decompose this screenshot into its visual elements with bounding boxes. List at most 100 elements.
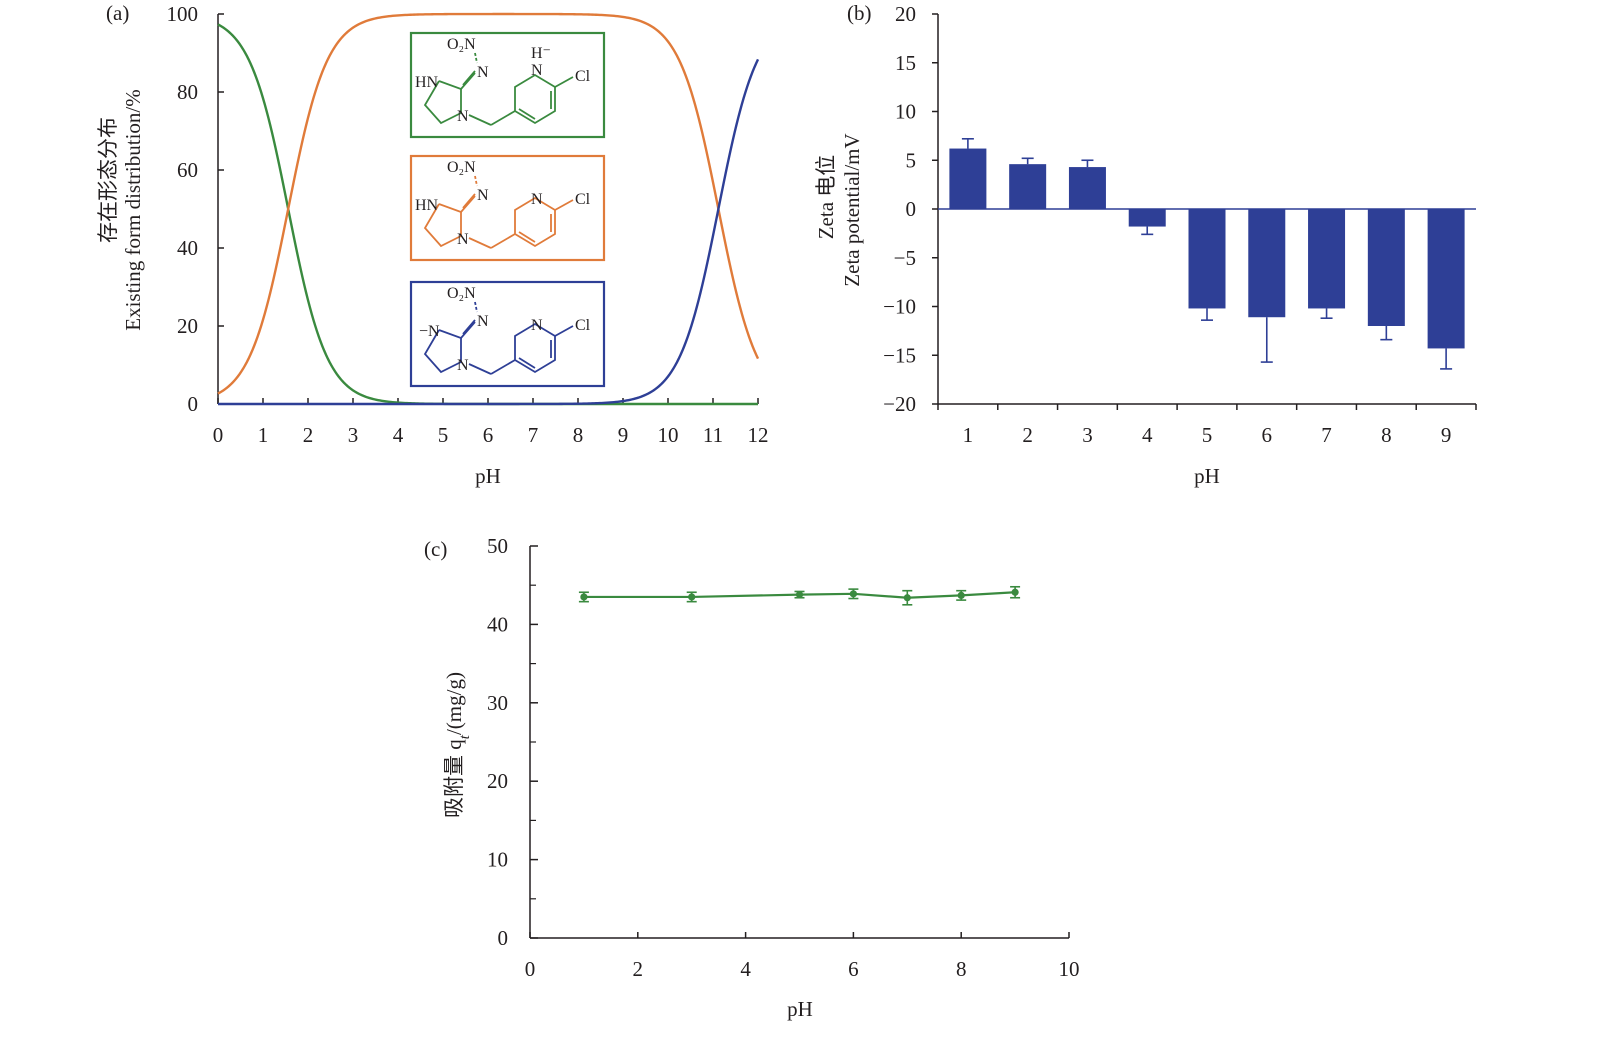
bar	[1188, 209, 1226, 309]
x-tick-label: 7	[1321, 423, 1332, 447]
x-tick-label: 8	[1381, 423, 1392, 447]
chem-label: O₂N	[447, 36, 476, 53]
panel-a: (a) pH 存在形态分布 Existing form distribution…	[96, 1, 769, 488]
bond	[462, 70, 476, 86]
x-tick-label: 0	[213, 423, 224, 447]
panel-c-ylabel-sub: t	[457, 734, 473, 739]
panel-a-ylabel-cn: 存在形态分布	[96, 117, 120, 243]
panel-c-ylabel-unit: /(mg/g)	[442, 672, 466, 735]
bond	[518, 357, 536, 369]
bar	[1128, 209, 1166, 227]
chem-label: N	[477, 313, 489, 330]
x-tick-label: 2	[1022, 423, 1033, 447]
panel-b: (b) pH Zeta 电位 Zeta potential/mV −20 −15 −…	[814, 1, 1477, 488]
bar	[1068, 167, 1106, 209]
x-tick-label: 2	[633, 957, 644, 981]
data-point	[795, 591, 804, 599]
bar	[1427, 209, 1465, 349]
imidazolidine-ring	[423, 80, 462, 125]
data-point	[688, 593, 696, 601]
x-tick-label: 8	[573, 423, 584, 447]
imidazolidine-ring	[423, 203, 462, 248]
bond	[554, 76, 574, 88]
structure-box	[409, 31, 606, 139]
bond	[490, 110, 516, 126]
series-line	[217, 12, 760, 395]
bond	[518, 231, 536, 243]
x-tick-label: 0	[525, 957, 536, 981]
y-tick-label: 20	[177, 314, 198, 338]
bar	[1367, 209, 1405, 326]
bond	[468, 237, 492, 249]
x-tick-label: 4	[740, 957, 751, 981]
y-tick-label: −20	[883, 392, 916, 416]
bond	[468, 114, 492, 126]
bond	[462, 193, 476, 209]
chem-label: Cl	[575, 317, 591, 334]
x-tick-label: 2	[303, 423, 314, 447]
x-tick-label: 12	[748, 423, 769, 447]
chem-label: −N	[419, 323, 440, 340]
y-tick-label: 30	[487, 691, 508, 715]
series-line	[218, 58, 760, 406]
bond	[554, 199, 574, 211]
chem-label: H⁻	[531, 45, 551, 62]
panel-c-series	[578, 585, 1021, 606]
structure-deprotonated: O₂N N −N N N Cl	[409, 280, 606, 388]
panel-b-bars	[949, 138, 1465, 370]
y-tick-label: 5	[906, 148, 917, 172]
y-tick-label: 40	[177, 236, 198, 260]
chem-label: HN	[415, 197, 439, 214]
y-tick-label: 10	[895, 100, 916, 124]
panel-b-ylabel-en: Zeta potential/mV	[840, 133, 864, 286]
panel-a-structures: O₂N N HN N N H⁻ Cl	[409, 31, 606, 388]
x-tick-label: 8	[956, 957, 967, 981]
panel-b-ylabel-cn: Zeta 电位	[814, 155, 838, 240]
x-tick-label: 5	[438, 423, 449, 447]
chem-label: N	[531, 191, 543, 208]
data-point	[957, 591, 965, 599]
panel-c-ylabel-main: 吸附量 q	[442, 739, 466, 818]
chem-label: N	[531, 317, 543, 334]
chem-label: N	[457, 108, 469, 125]
y-tick-label: 20	[895, 2, 916, 26]
bond	[554, 325, 574, 337]
x-tick-label: 6	[848, 957, 859, 981]
data-point	[849, 590, 858, 598]
x-tick-label: 11	[703, 423, 723, 447]
chem-label: N	[477, 187, 489, 204]
y-tick-label: 15	[895, 51, 916, 75]
panel-a-series	[217, 12, 760, 406]
y-tick-label: 0	[498, 926, 509, 950]
bond	[462, 319, 476, 335]
bar	[1248, 209, 1286, 318]
structure-neutral: O₂N N HN N N Cl	[409, 154, 606, 262]
y-tick-label: −10	[883, 295, 916, 319]
x-tick-label: 6	[1262, 423, 1273, 447]
bond	[474, 175, 478, 187]
panel-b-xlabel: pH	[1194, 464, 1220, 488]
chem-label: O₂N	[447, 285, 476, 302]
x-tick-label: 1	[963, 423, 974, 447]
structure-box	[409, 154, 606, 262]
data-point	[903, 594, 911, 602]
panel-c-tag: (c)	[424, 537, 447, 561]
x-tick-label: 7	[528, 423, 539, 447]
bond	[490, 359, 516, 375]
y-tick-label: 0	[188, 392, 199, 416]
chem-label: N	[531, 62, 543, 79]
y-tick-label: 50	[487, 534, 508, 558]
x-tick-label: 9	[618, 423, 629, 447]
y-tick-label: −15	[883, 343, 916, 367]
panel-a-xlabel: pH	[475, 464, 501, 488]
imidazolidine-ring	[423, 329, 462, 374]
panel-c: (c) pH 吸附量 qt/(mg/g) 0 2 4 6 8 10 0 10 20 30 40 50	[424, 534, 1080, 1021]
data-point	[1011, 588, 1019, 596]
series-line	[217, 23, 758, 406]
bar	[1308, 209, 1346, 309]
panel-a-ylabel-en: Existing form distribution/%	[121, 89, 145, 331]
structure-box	[409, 280, 606, 388]
bond	[468, 363, 492, 375]
